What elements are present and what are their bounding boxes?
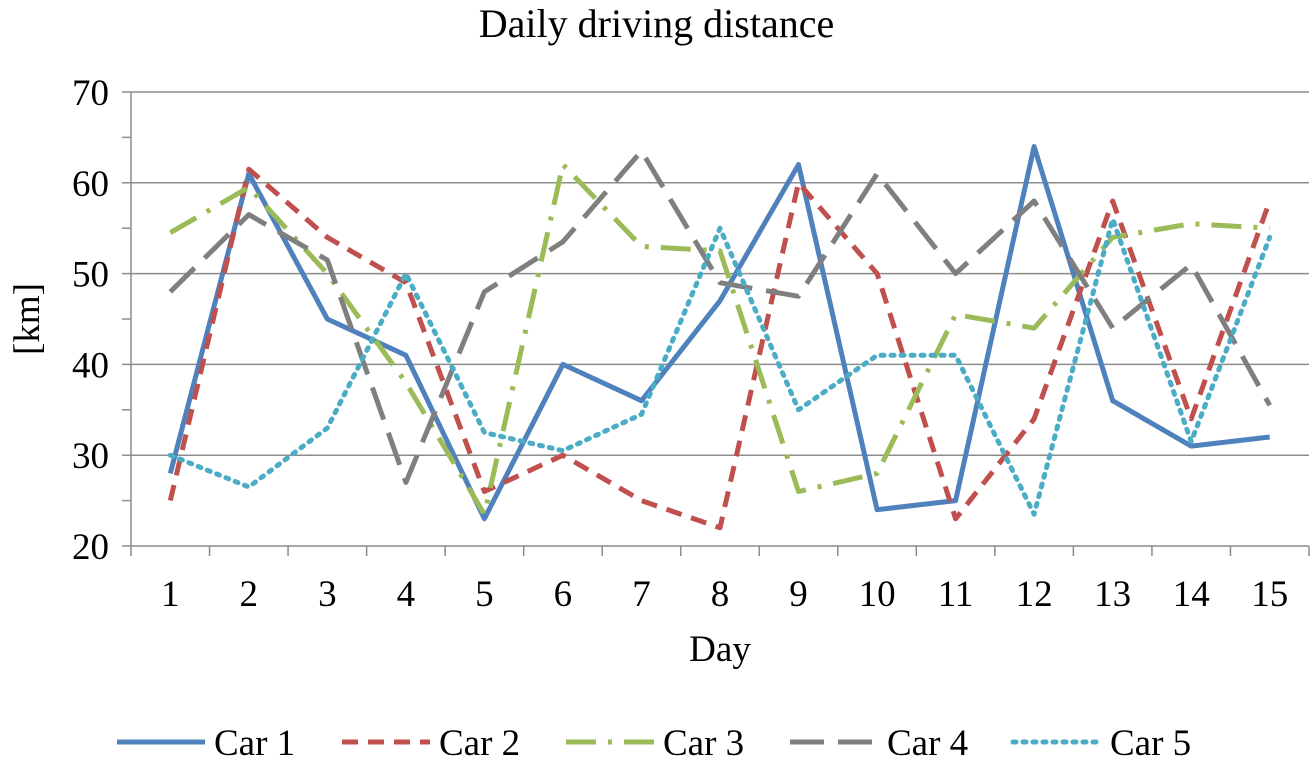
- series-line-5: [167, 216, 1273, 517]
- x-tick-label: 15: [1251, 574, 1288, 615]
- x-tick-label: 5: [475, 574, 494, 615]
- x-tick-label: 13: [1094, 574, 1131, 615]
- y-tick-label: 60: [72, 164, 109, 205]
- x-tick-label: 4: [397, 574, 416, 615]
- y-tick-label: 40: [72, 345, 109, 386]
- y-tick-label: 50: [72, 255, 109, 296]
- x-tick-label: 2: [240, 574, 259, 615]
- series-line-2: [167, 166, 1273, 531]
- x-tick-label: 1: [161, 574, 180, 615]
- series-line-4: [168, 148, 1272, 485]
- x-tick-label: 12: [1016, 574, 1053, 615]
- legend-label-4: Car 4: [887, 723, 968, 763]
- legend-label-1: Car 1: [214, 723, 295, 763]
- legend-label-3: Car 3: [663, 723, 744, 763]
- x-tick-label: 3: [318, 574, 337, 615]
- x-axis-label: Day: [689, 629, 751, 670]
- y-axis-label: [km]: [7, 283, 48, 355]
- x-tick-label: 11: [938, 574, 974, 615]
- legend-label-2: Car 2: [439, 723, 520, 763]
- x-tick-label: 7: [632, 574, 651, 615]
- y-tick-label: 30: [72, 436, 109, 477]
- x-tick-label: 14: [1173, 574, 1210, 615]
- legend-label-5: Car 5: [1110, 723, 1191, 763]
- series-line-3: [169, 162, 1270, 517]
- x-tick-label: 6: [554, 574, 573, 615]
- x-tick-label: 9: [789, 574, 808, 615]
- x-tick-label: 8: [711, 574, 730, 615]
- y-tick-label: 20: [72, 527, 109, 568]
- y-tick-label: 70: [72, 73, 109, 114]
- series-line-1: [167, 144, 1270, 522]
- x-tick-label: 10: [859, 574, 896, 615]
- chart-title: Daily driving distance: [478, 1, 835, 46]
